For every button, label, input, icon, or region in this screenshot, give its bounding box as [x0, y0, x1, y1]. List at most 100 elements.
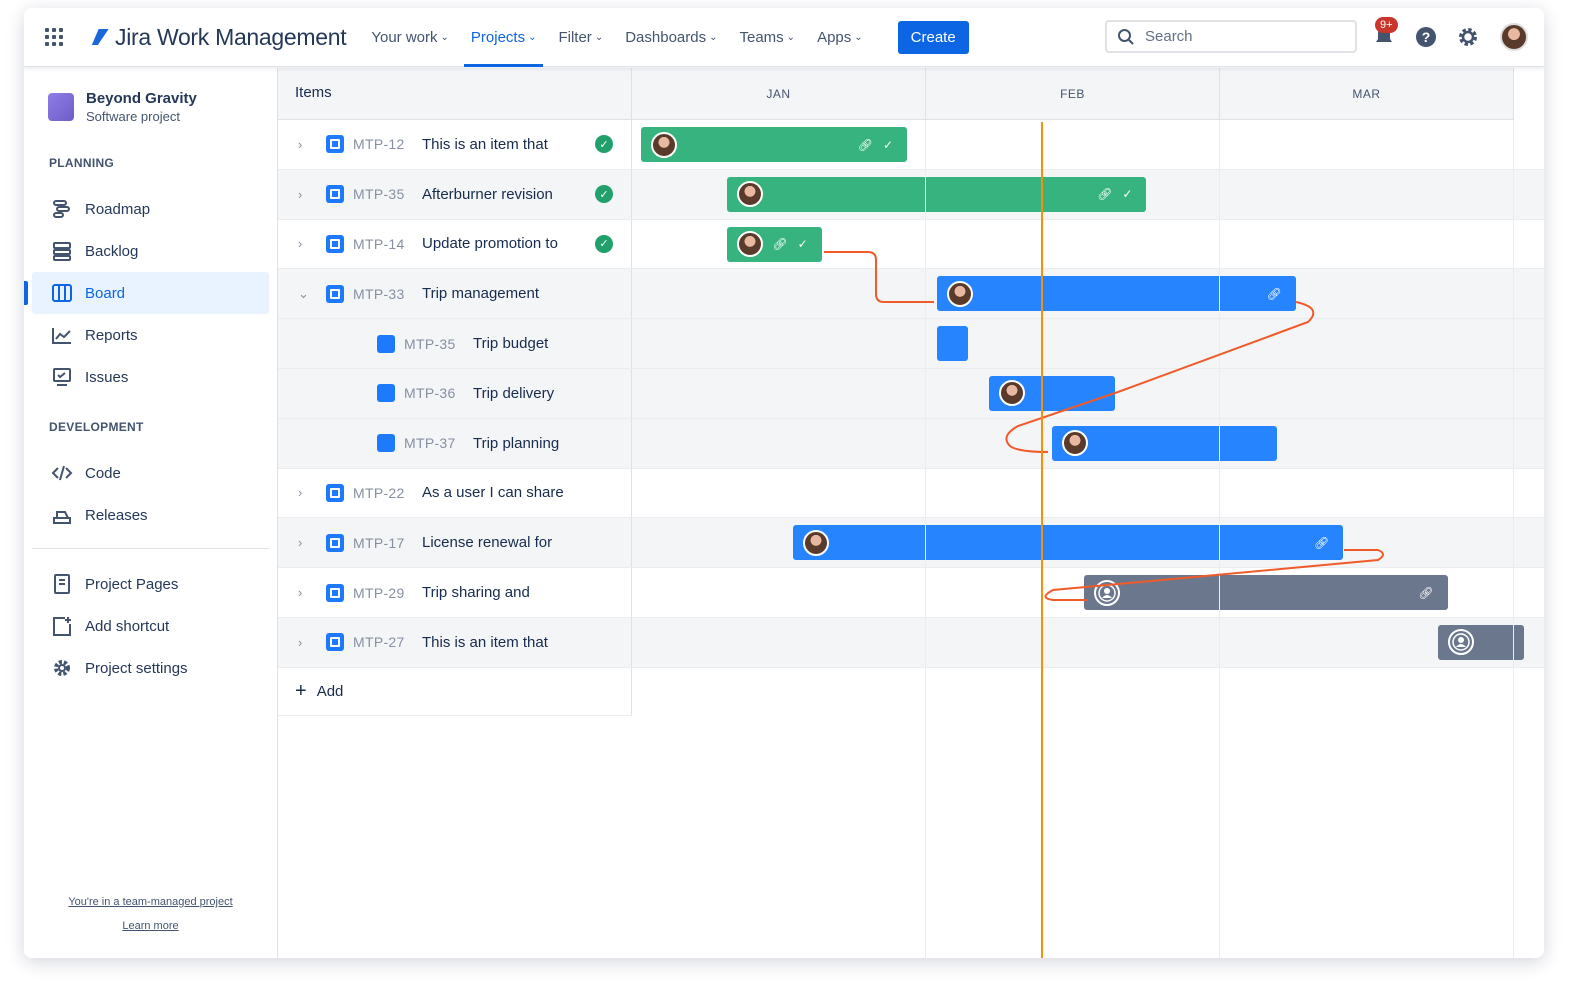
- assignee-avatar[interactable]: [736, 181, 763, 208]
- expand-chevron-icon[interactable]: ›: [298, 634, 303, 650]
- nav-apps[interactable]: Apps ⌄: [817, 28, 863, 46]
- table-row[interactable]: MTP-36 Trip delivery: [278, 368, 1544, 419]
- dependency-line: [1044, 549, 1384, 601]
- issue-title[interactable]: Afterburner revision: [422, 185, 553, 203]
- issue-key[interactable]: MTP-27: [353, 634, 405, 651]
- sidebar-item-add-shortcut[interactable]: Add shortcut: [32, 605, 269, 647]
- sidebar-item-project-settings[interactable]: Project settings: [32, 647, 269, 689]
- issue-title[interactable]: Trip planning: [473, 434, 560, 452]
- item-cell: MTP-37 Trip planning: [278, 418, 632, 468]
- issue-key[interactable]: MTP-12: [353, 136, 405, 153]
- app-logo[interactable]: Jira Work Management: [91, 24, 347, 51]
- table-row[interactable]: › MTP-12 This is an item that ✓ 🔗︎ ✓: [278, 120, 1544, 170]
- story-icon: [326, 583, 344, 602]
- table-row[interactable]: › MTP-14 Update promotion to ✓ 🔗︎ ✓: [278, 219, 1544, 270]
- timeline-bar[interactable]: [989, 375, 1115, 411]
- issue-key[interactable]: MTP-22: [353, 484, 405, 501]
- learn-more-link[interactable]: Learn more: [122, 920, 179, 932]
- assignee-avatar[interactable]: [946, 280, 973, 307]
- sidebar-item-code[interactable]: Code: [32, 452, 269, 494]
- pages-icon: [54, 574, 70, 594]
- expand-chevron-icon[interactable]: ›: [298, 236, 303, 252]
- nav-teams[interactable]: Teams ⌄: [739, 28, 796, 46]
- expand-chevron-icon[interactable]: ›: [298, 585, 303, 601]
- timeline-bar[interactable]: [1438, 624, 1524, 660]
- user-avatar[interactable]: [1500, 23, 1528, 51]
- unassigned-avatar-icon[interactable]: [1448, 629, 1475, 656]
- issue-title[interactable]: This is an item that: [422, 135, 548, 153]
- nav-filter[interactable]: Filter ⌄: [558, 28, 604, 46]
- issue-key[interactable]: MTP-36: [404, 385, 456, 402]
- issue-title[interactable]: This is an item that: [422, 633, 548, 651]
- search-input[interactable]: Search: [1105, 20, 1357, 53]
- table-row[interactable]: › MTP-35 Afterburner revision ✓ 🔗︎ ✓: [278, 169, 1544, 220]
- planning-section-title: PLANNING: [49, 156, 115, 170]
- timeline-bar[interactable]: 🔗︎ ✓: [641, 127, 908, 162]
- table-row[interactable]: MTP-37 Trip planning: [278, 418, 1544, 469]
- story-icon: [326, 234, 344, 253]
- expand-chevron-icon[interactable]: ›: [298, 535, 303, 551]
- issue-key[interactable]: MTP-17: [353, 534, 405, 551]
- nav-dashboards[interactable]: Dashboards ⌄: [625, 28, 718, 46]
- issue-key[interactable]: MTP-14: [353, 235, 405, 252]
- assignee-avatar[interactable]: [1062, 430, 1088, 457]
- table-row[interactable]: MTP-35 Trip budget: [278, 319, 1544, 369]
- table-row[interactable]: › MTP-17 License renewal for 🔗︎: [278, 518, 1544, 569]
- sidebar-item-backlog[interactable]: Backlog: [32, 230, 269, 272]
- sidebar-item-roadmap[interactable]: Roadmap: [32, 188, 269, 230]
- timeline-bar[interactable]: 🔗︎: [793, 525, 1344, 561]
- timeline-bar[interactable]: [936, 326, 968, 362]
- collapse-chevron-icon[interactable]: ⌄: [298, 285, 309, 301]
- help-icon[interactable]: ?: [1415, 26, 1437, 48]
- expand-chevron-icon[interactable]: ›: [298, 136, 303, 152]
- nav-projects[interactable]: Projects ⌄: [460, 8, 548, 67]
- issue-title[interactable]: Update promotion to: [422, 235, 558, 253]
- table-row[interactable]: › MTP-27 This is an item that: [278, 617, 1544, 668]
- nav-your-work[interactable]: Your work ⌄: [371, 28, 449, 46]
- issue-title[interactable]: License renewal for: [422, 534, 553, 552]
- assignee-avatar[interactable]: [999, 380, 1025, 407]
- expand-chevron-icon[interactable]: ›: [298, 485, 303, 501]
- item-cell: MTP-35 Trip budget: [278, 319, 632, 368]
- assignee-avatar[interactable]: [736, 231, 763, 258]
- timeline: › MTP-12 This is an item that ✓ 🔗︎ ✓ › MTP-35 Af…: [278, 68, 1544, 958]
- issue-key[interactable]: MTP-33: [353, 285, 405, 302]
- app-switcher-icon[interactable]: [45, 28, 63, 46]
- issue-key[interactable]: MTP-35: [404, 335, 456, 352]
- sidebar-item-issues[interactable]: Issues: [32, 356, 269, 398]
- issue-key[interactable]: MTP-37: [404, 435, 456, 452]
- settings-icon[interactable]: [1457, 26, 1479, 48]
- table-row[interactable]: › MTP-22 As a user I can share: [278, 468, 1544, 519]
- expand-chevron-icon[interactable]: ›: [298, 186, 303, 202]
- issue-title[interactable]: Trip management: [422, 285, 539, 303]
- assignee-avatar[interactable]: [803, 529, 830, 556]
- timeline-bar[interactable]: [1052, 425, 1277, 461]
- table-row[interactable]: ⌄ MTP-33 Trip management 🔗︎: [278, 269, 1544, 320]
- issue-title[interactable]: As a user I can share: [422, 484, 564, 502]
- timeline-bar[interactable]: 🔗︎ ✓: [726, 176, 1147, 212]
- dependency-line: [824, 251, 934, 303]
- chevron-down-icon: ⌄: [528, 31, 537, 43]
- issue-title[interactable]: Trip sharing and: [422, 584, 530, 602]
- team-managed-note[interactable]: You're in a team-managed project: [68, 896, 233, 908]
- project-header[interactable]: Beyond Gravity Software project: [48, 90, 277, 124]
- chevron-down-icon: ⌄: [854, 31, 863, 43]
- timeline-bar[interactable]: 🔗︎ ✓: [726, 226, 822, 262]
- sidebar-item-project-pages[interactable]: Project Pages: [32, 563, 269, 605]
- issue-title[interactable]: Trip delivery: [473, 384, 555, 402]
- sidebar-item-board[interactable]: Board: [24, 272, 269, 314]
- assignee-avatar[interactable]: [651, 131, 678, 158]
- story-icon: [326, 135, 344, 154]
- sidebar-item-reports[interactable]: Reports: [32, 314, 269, 356]
- dependency-lines: [824, 251, 1384, 601]
- sidebar-item-releases[interactable]: Releases: [32, 494, 269, 536]
- issue-key[interactable]: MTP-29: [353, 584, 405, 601]
- timeline-bar[interactable]: 🔗︎: [936, 276, 1296, 312]
- issue-key[interactable]: MTP-35: [353, 186, 405, 203]
- add-item-button[interactable]: + Add: [278, 667, 632, 716]
- create-button[interactable]: Create: [897, 20, 969, 54]
- issue-title[interactable]: Trip budget: [473, 335, 549, 353]
- unassigned-avatar-icon[interactable]: [1093, 579, 1120, 606]
- items-header: Items: [278, 68, 632, 120]
- item-cell: › MTP-29 Trip sharing and: [278, 568, 632, 617]
